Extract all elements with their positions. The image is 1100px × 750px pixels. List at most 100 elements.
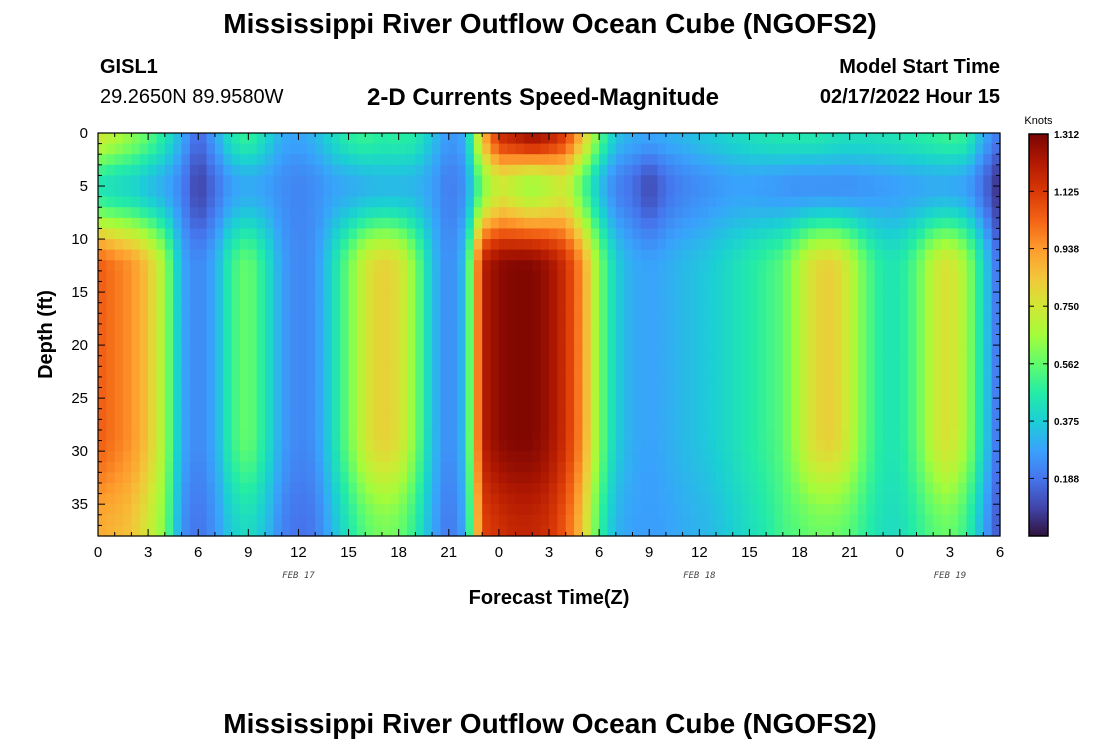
- heatmap-cell: [223, 514, 233, 526]
- heatmap-cell: [256, 292, 266, 304]
- heatmap-cell: [615, 472, 625, 484]
- heatmap-cell: [340, 154, 350, 166]
- heatmap-cell: [239, 334, 249, 346]
- heatmap-cell: [791, 207, 801, 219]
- heatmap-cell: [123, 525, 133, 537]
- heatmap-cell: [741, 525, 751, 537]
- heatmap-cell: [983, 323, 993, 336]
- heatmap-cell: [490, 398, 500, 410]
- heatmap-cell: [640, 196, 650, 208]
- heatmap-cell: [206, 525, 216, 537]
- heatmap-cell: [398, 398, 408, 410]
- heatmap-cell: [557, 196, 567, 208]
- heatmap-cell: [231, 175, 241, 187]
- heatmap-cell: [98, 154, 107, 166]
- heatmap-cell: [315, 313, 325, 325]
- heatmap-cell: [515, 493, 525, 505]
- heatmap-cell: [290, 355, 300, 367]
- heatmap-cell: [590, 249, 600, 261]
- heatmap-cell: [824, 461, 834, 473]
- heatmap-cell: [440, 376, 450, 389]
- heatmap-cell: [507, 281, 517, 293]
- heatmap-cell: [189, 440, 199, 452]
- heatmap-cell: [223, 408, 233, 420]
- heatmap-cell: [716, 366, 725, 378]
- heatmap-cell: [189, 408, 199, 420]
- heatmap-cell: [983, 239, 993, 251]
- heatmap-cell: [707, 249, 717, 261]
- heatmap-cell: [248, 164, 258, 177]
- heatmap-cell: [908, 281, 918, 293]
- heatmap-cell: [949, 302, 959, 314]
- heatmap-cell: [98, 143, 107, 155]
- heatmap-cell: [766, 525, 776, 537]
- heatmap-cell: [507, 525, 517, 537]
- heatmap-cell: [841, 302, 851, 314]
- heatmap-cell: [615, 355, 625, 367]
- heatmap-cell: [766, 249, 776, 261]
- heatmap-cell: [891, 154, 901, 166]
- heatmap-cell: [298, 440, 308, 452]
- heatmap-cell: [356, 482, 366, 495]
- heatmap-cell: [632, 504, 642, 516]
- heatmap-cell: [908, 482, 918, 495]
- heatmap-cell: [440, 175, 450, 187]
- heatmap-cell: [774, 260, 784, 272]
- heatmap-cell: [557, 376, 567, 389]
- heatmap-cell: [974, 281, 984, 293]
- heatmap-cell: [181, 398, 191, 410]
- heatmap-cell: [549, 440, 558, 452]
- heatmap-cell: [490, 302, 500, 314]
- heatmap-cell: [916, 143, 926, 155]
- heatmap-cell: [156, 323, 166, 336]
- heatmap-cell: [340, 514, 350, 526]
- heatmap-cell: [223, 419, 233, 431]
- heatmap-cell: [415, 366, 425, 378]
- x-tick-label: 18: [390, 544, 407, 561]
- heatmap-cell: [924, 376, 934, 389]
- heatmap-cell: [407, 281, 416, 293]
- heatmap-cell: [724, 133, 734, 145]
- heatmap-cell: [540, 196, 550, 208]
- heatmap-cell: [824, 164, 834, 177]
- heatmap-cell: [465, 440, 475, 452]
- heatmap-cell: [599, 323, 609, 336]
- heatmap-cell: [807, 334, 817, 346]
- heatmap-cell: [849, 164, 859, 177]
- heatmap-cell: [991, 525, 1001, 537]
- heatmap-cell: [816, 408, 826, 420]
- heatmap-cell: [649, 398, 659, 410]
- heatmap-cell: [657, 228, 667, 240]
- heatmap-cell: [866, 270, 876, 283]
- heatmap-cell: [465, 525, 475, 537]
- heatmap-cell: [248, 143, 258, 155]
- heatmap-cell: [148, 196, 158, 208]
- heatmap-cell: [106, 387, 116, 399]
- heatmap-cell: [824, 440, 834, 452]
- heatmap-cell: [866, 451, 876, 463]
- heatmap-cell: [858, 525, 867, 537]
- heatmap-cell: [682, 133, 692, 145]
- heatmap-cell: [281, 270, 291, 283]
- heatmap-cell: [123, 451, 133, 463]
- heatmap-cell: [540, 514, 550, 526]
- heatmap-cell: [824, 525, 834, 537]
- heatmap-cell: [315, 196, 325, 208]
- heatmap-cell: [123, 270, 133, 283]
- heatmap-cell: [482, 207, 492, 219]
- heatmap-cell: [482, 429, 492, 442]
- heatmap-cell: [407, 482, 416, 495]
- heatmap-cell: [256, 281, 266, 293]
- heatmap-cell: [498, 207, 508, 219]
- heatmap-cell: [189, 419, 199, 431]
- heatmap-cell: [958, 355, 968, 367]
- heatmap-cell: [273, 260, 283, 272]
- heatmap-cell: [707, 419, 717, 431]
- heatmap-cell: [991, 398, 1001, 410]
- heatmap-cell: [265, 196, 274, 208]
- heatmap-cell: [916, 504, 926, 516]
- heatmap-cell: [966, 260, 976, 272]
- heatmap-cell: [941, 270, 951, 283]
- heatmap-cell: [298, 387, 308, 399]
- heatmap-cell: [941, 217, 951, 230]
